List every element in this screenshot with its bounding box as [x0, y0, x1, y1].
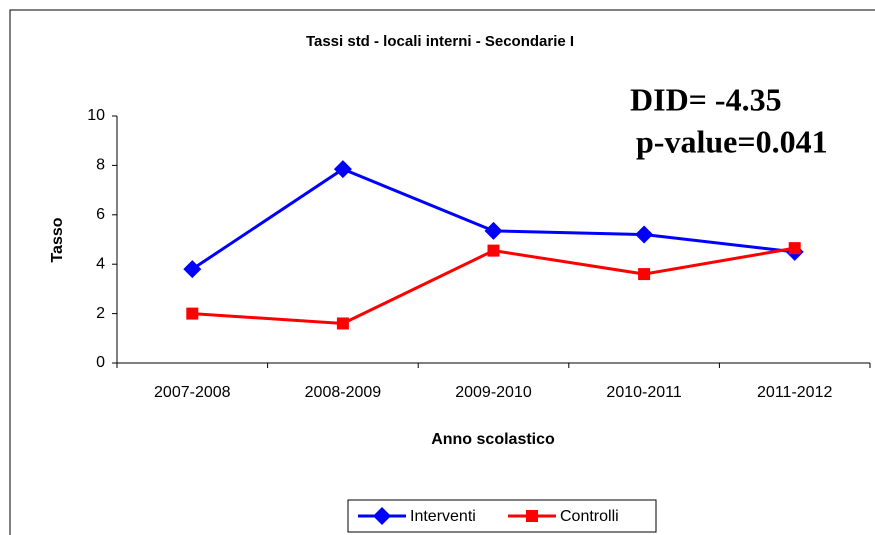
- data-point: [487, 244, 500, 257]
- annotation: DID= -4.35: [630, 81, 782, 117]
- annotation: p-value=0.041: [636, 123, 828, 159]
- x-tick-label: 2010-2011: [606, 384, 681, 401]
- x-tick-label: 2011-2012: [757, 384, 832, 401]
- data-point: [183, 260, 202, 279]
- chart-title: Tassi std - locali interni - Secondarie …: [306, 33, 574, 50]
- x-tick-label: 2008-2009: [305, 384, 382, 401]
- y-axis-label: Tasso: [49, 217, 66, 262]
- legend-marker: [373, 507, 391, 525]
- y-tick-label: 4: [96, 255, 105, 272]
- x-axis-label: Anno scolastico: [431, 431, 555, 448]
- y-tick-label: 0: [96, 354, 105, 371]
- data-point: [788, 242, 801, 255]
- x-tick-label: 2007-2008: [154, 384, 231, 401]
- legend-label: Controlli: [560, 508, 619, 525]
- y-tick-label: 6: [96, 206, 105, 223]
- data-point: [333, 160, 352, 179]
- data-point: [186, 307, 199, 320]
- y-tick-label: 10: [87, 107, 105, 124]
- legend-label: Interventi: [410, 508, 476, 525]
- data-point: [484, 221, 503, 240]
- data-point: [635, 225, 654, 244]
- y-tick-label: 8: [96, 157, 105, 174]
- data-point: [638, 268, 651, 281]
- x-tick-label: 2009-2010: [455, 384, 532, 401]
- legend-marker: [526, 510, 538, 522]
- data-point: [336, 317, 349, 330]
- chart-frame: [9, 9, 875, 535]
- y-tick-label: 2: [96, 305, 105, 322]
